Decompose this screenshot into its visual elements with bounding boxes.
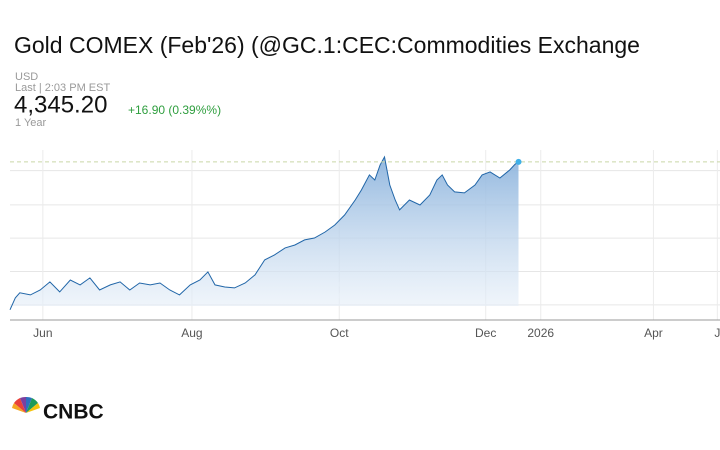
logo-icon (12, 396, 40, 413)
last-time: Last | 2:03 PM EST (15, 82, 110, 94)
area (10, 157, 519, 310)
logo-text: CNBC (43, 401, 104, 424)
period: 1 Year (15, 117, 47, 129)
line (9, 155, 519, 311)
last-point (515, 158, 522, 165)
x-tick-label: Jun (33, 326, 52, 340)
x-tick-label: Apr (644, 326, 663, 340)
x-tick-label: Oct (330, 326, 349, 340)
x-tick-label: Dec (475, 326, 496, 340)
title: Gold COMEX (Feb'26) (@GC.1:CEC:Commoditi… (14, 32, 640, 58)
change: +16.90 (0.39%%) (128, 103, 221, 117)
currency: USD (15, 71, 38, 83)
x-tick-label: J (714, 326, 720, 340)
price: 4,345.20 (14, 91, 107, 118)
x-tick-label: 2026 (527, 326, 554, 340)
x-tick-label: Aug (181, 326, 202, 340)
